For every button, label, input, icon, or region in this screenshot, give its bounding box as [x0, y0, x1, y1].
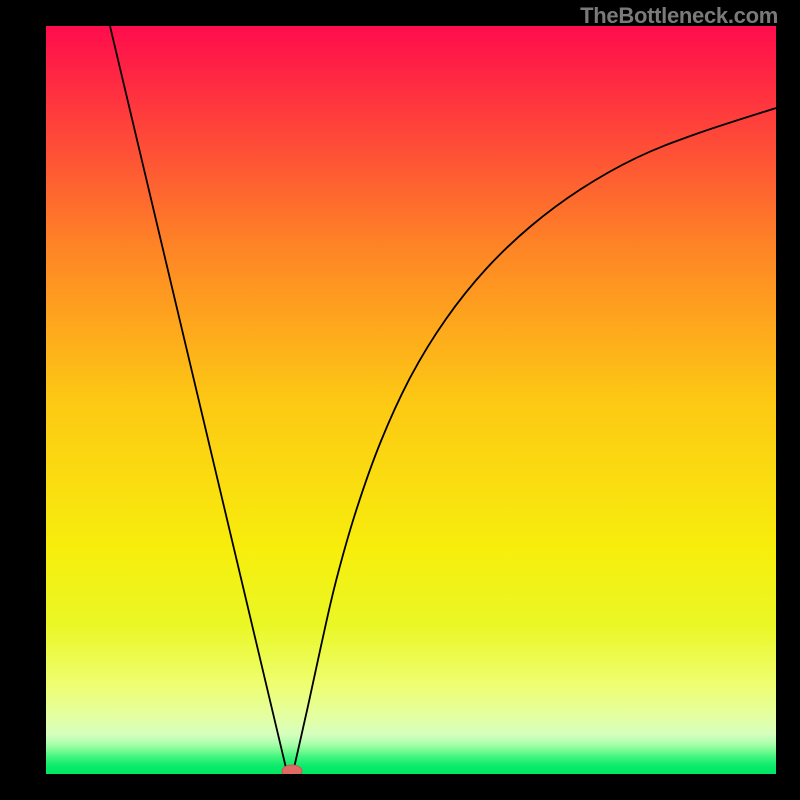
- plot-area: [46, 26, 776, 774]
- chart-container: TheBottleneck.com: [0, 0, 800, 800]
- watermark-text: TheBottleneck.com: [580, 3, 778, 29]
